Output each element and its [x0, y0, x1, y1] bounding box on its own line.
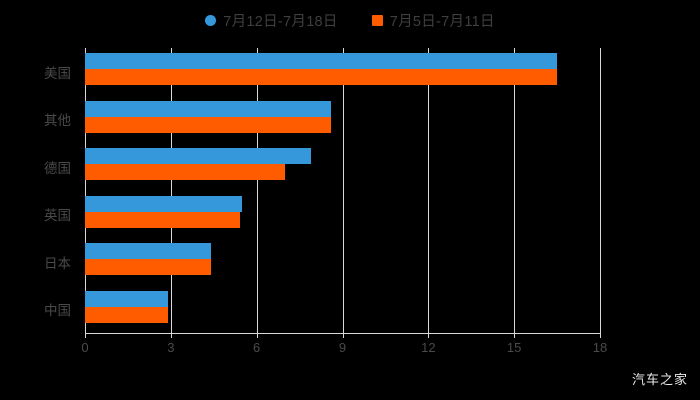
legend-label: 7月5日-7月11日 — [389, 14, 495, 30]
plot-area: 0 3 6 9 12 15 18 美国其他德国英国日本中国 — [44, 48, 607, 355]
legend-label: 7月12日-7月18日 — [223, 14, 338, 30]
bar-series1 — [85, 100, 332, 117]
gridline-6 — [256, 48, 258, 333]
y-axis-category-label: 美国 — [44, 65, 71, 81]
bar-group: 中国 — [44, 286, 600, 334]
gridline-18 — [600, 48, 601, 333]
bar-group: 日本 — [44, 238, 600, 286]
bar-series2 — [85, 259, 211, 275]
bar-group: 德国 — [44, 143, 600, 191]
legend-item-0[interactable]: 7月12日-7月18日 — [205, 10, 338, 31]
x-tick-18 — [600, 333, 601, 338]
y-axis-line — [85, 48, 86, 333]
y-axis-category-label: 中国 — [44, 303, 71, 319]
gridline-3 — [170, 48, 172, 333]
bar-group: 美国 — [44, 48, 600, 96]
y-axis-category-label: 日本 — [44, 255, 71, 271]
bar-series2 — [85, 306, 168, 323]
bar-series1 — [85, 290, 168, 307]
y-axis-category-label: 其他 — [44, 113, 71, 129]
gridline-9 — [342, 48, 344, 333]
x-tick-label: 15 — [506, 340, 522, 355]
y-axis-category-label: 英国 — [44, 208, 71, 224]
x-tick-3 — [170, 333, 172, 338]
legend-item-1[interactable]: 7月5日-7月11日 — [371, 10, 495, 31]
x-tick-9 — [342, 333, 344, 338]
x-tick-12 — [428, 333, 430, 338]
gridline-15 — [514, 48, 516, 333]
legend-marker-dot-blue-icon — [205, 15, 217, 26]
bar-series1 — [85, 243, 211, 259]
bar-group: 英国 — [44, 191, 600, 239]
x-tick-0 — [85, 333, 86, 338]
watermark: 汽车之家 — [631, 372, 688, 387]
legend-marker-square-orange-icon — [371, 15, 383, 26]
bar-series2 — [85, 69, 558, 85]
x-tick-label: 18 — [592, 340, 608, 355]
bar-series1 — [85, 195, 243, 212]
bar-series2 — [85, 211, 240, 228]
x-tick-label: 0 — [81, 340, 89, 355]
gridline-12 — [428, 48, 430, 333]
x-tick-label: 9 — [338, 340, 347, 355]
bar-series1 — [85, 53, 558, 69]
chart-legend: 7月12日-7月18日 7月5日-7月11日 — [0, 10, 700, 31]
bar-group: 其他 — [44, 96, 600, 144]
y-axis-category-label: 德国 — [44, 160, 71, 176]
bar-series2 — [85, 116, 332, 133]
x-tick-6 — [256, 333, 258, 338]
x-tick-label: 3 — [167, 340, 175, 355]
bar-series2 — [85, 164, 286, 180]
bar-series1 — [85, 148, 312, 164]
x-tick-label: 12 — [421, 340, 436, 355]
x-tick-label: 6 — [253, 340, 261, 355]
x-tick-15 — [514, 333, 516, 338]
